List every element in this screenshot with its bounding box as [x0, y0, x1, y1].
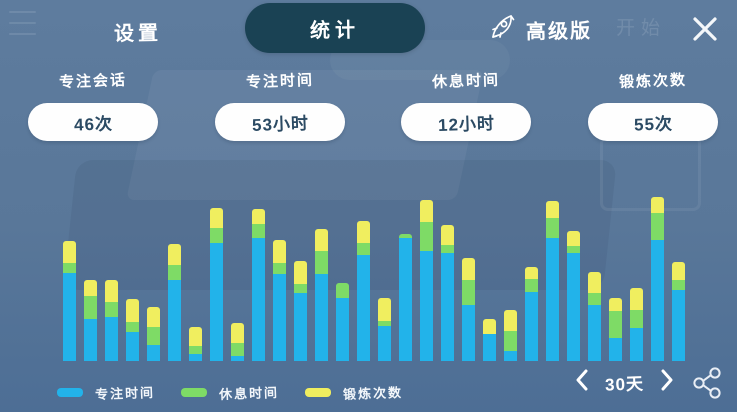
legend-swatch-exercise	[305, 388, 332, 397]
bar-day-28	[630, 288, 643, 361]
bar-day-11	[273, 240, 286, 361]
bar-day-16	[378, 298, 391, 361]
stat-value-card: 46次	[28, 103, 158, 141]
stat-label: 休息时间	[431, 71, 501, 92]
legend-label-focus: 专注时间	[94, 384, 156, 403]
bar-day-25	[567, 231, 580, 361]
bar-day-30	[672, 262, 685, 361]
stat-value-card: 55次	[588, 103, 718, 141]
premium-button[interactable]: 高级版	[487, 11, 592, 48]
bar-day-12	[294, 261, 307, 361]
background-start-text: 开始	[616, 18, 667, 39]
bar-day-4	[126, 299, 139, 361]
bar-day-24	[546, 201, 559, 361]
bar-day-22	[504, 310, 517, 361]
bar-day-2	[84, 280, 97, 361]
share-button[interactable]	[691, 365, 725, 406]
period-pager: 30天	[572, 366, 677, 399]
stats-row: 专注会话 46次 专注时间 53小时 休息时间 12小时 锻炼次数 55次	[0, 70, 737, 155]
bar-day-18	[420, 200, 433, 361]
bar-day-5	[147, 307, 160, 361]
stat-value-card: 12小时	[401, 103, 531, 141]
tab-statistics-label: 统计	[309, 19, 361, 42]
stat-exercise-count: 锻炼次数 55次	[578, 70, 728, 141]
legend-label-rest: 休息时间	[218, 384, 280, 403]
stat-label: 专注时间	[245, 71, 315, 92]
bar-day-6	[168, 244, 181, 361]
chart-legend: 专注时间 休息时间 锻炼次数	[57, 383, 429, 402]
bar-day-20	[462, 258, 475, 361]
legend-swatch-rest	[181, 388, 208, 397]
bar-day-29	[651, 197, 664, 361]
bar-day-3	[105, 280, 118, 361]
chevron-left-icon[interactable]	[572, 366, 592, 399]
bar-day-15	[357, 221, 370, 361]
menu-icon	[9, 11, 36, 44]
bar-day-17	[399, 234, 412, 361]
stat-rest-time: 休息时间 12小时	[391, 70, 541, 141]
bar-day-23	[525, 267, 538, 361]
close-button[interactable]	[688, 12, 722, 46]
legend-swatch-focus	[57, 388, 83, 397]
tab-statistics[interactable]: 统计	[245, 3, 425, 53]
stat-value: 12小时	[437, 113, 495, 135]
bar-day-10	[252, 209, 265, 361]
bar-day-7	[189, 327, 202, 361]
rocket-icon	[487, 11, 519, 48]
bar-day-19	[441, 225, 454, 361]
bar-day-27	[609, 298, 622, 361]
bar-day-9	[231, 323, 244, 361]
close-icon	[693, 17, 717, 41]
share-icon	[693, 367, 721, 399]
stat-value: 53小时	[251, 113, 309, 135]
stat-label: 专注会话	[58, 71, 128, 92]
bar-day-8	[210, 208, 223, 361]
tab-settings[interactable]: 设置	[108, 15, 169, 47]
stat-value-card: 53小时	[215, 103, 345, 141]
premium-label: 高级版	[525, 20, 593, 44]
stat-value: 46次	[73, 113, 113, 135]
bar-day-13	[315, 229, 328, 361]
bar-day-21	[483, 319, 496, 361]
bar-day-1	[63, 241, 76, 361]
bar-day-26	[588, 272, 601, 361]
period-range-label: 30天	[604, 374, 645, 395]
stat-focus-sessions: 专注会话 46次	[18, 70, 168, 141]
stat-label: 锻炼次数	[618, 71, 688, 92]
stat-focus-time: 专注时间 53小时	[205, 70, 355, 141]
stat-value: 55次	[633, 113, 673, 135]
stacked-bar-chart	[63, 191, 685, 361]
bar-day-14	[336, 283, 349, 361]
legend-label-exercise: 锻炼次数	[342, 384, 404, 403]
chevron-right-icon[interactable]	[657, 366, 677, 399]
